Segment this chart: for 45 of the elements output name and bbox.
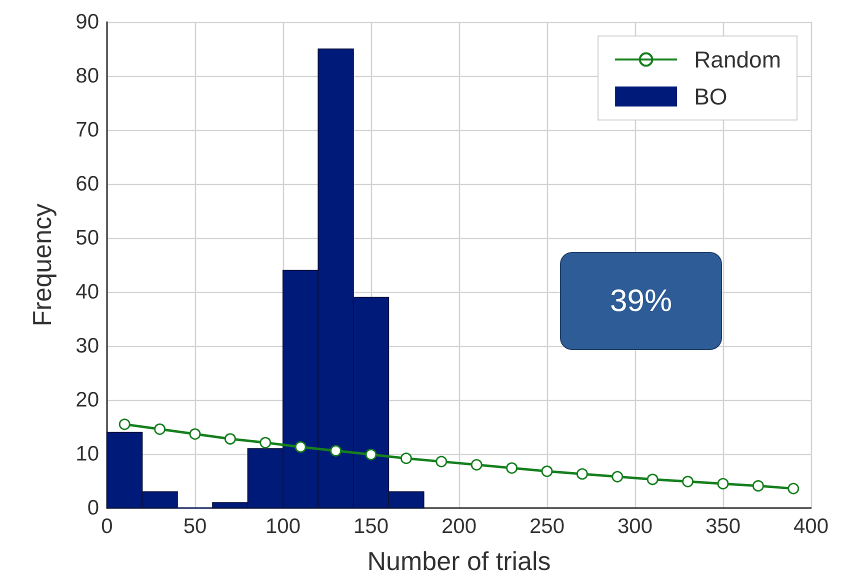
point [788,482,800,494]
point [189,428,201,440]
point [294,441,306,453]
point [576,468,588,480]
point [224,433,236,445]
y-tick-label: 40 [76,280,99,304]
x-tick-label: 150 [353,515,389,538]
point [436,456,448,468]
y-tick-label: 90 [76,10,99,34]
callout-box: 39% [560,252,722,350]
x-tick-label: 350 [705,515,741,538]
y-tick-label: 50 [76,226,99,250]
point [682,476,694,488]
point [646,474,658,486]
y-axis-title: Frequency [27,204,57,326]
x-axis-title: Number of trials [367,546,551,576]
point [154,423,166,435]
point [260,436,272,448]
x-tick-label: 50 [183,515,207,538]
y-tick-label: 70 [76,118,99,142]
point [541,466,553,478]
y-tick-label: 20 [76,388,99,412]
point [506,462,518,474]
x-tick-label: 0 [101,515,113,538]
y-tick-label: 80 [76,64,99,88]
point [365,448,377,460]
x-tick-label: 100 [265,515,301,538]
x-tick-label: 200 [441,515,477,538]
point [330,445,342,457]
legend-label: BO [694,84,728,110]
y-tick-label: 0 [87,496,99,520]
point [752,480,764,492]
point [400,452,412,464]
y-tick-label: 30 [76,334,99,358]
x-tick-label: 400 [793,515,829,538]
legend-label: Random [694,46,781,72]
point [717,478,729,490]
point [118,418,130,430]
x-tick-label: 250 [529,515,565,538]
x-tick-label: 300 [617,515,653,538]
point [612,470,624,482]
annotation: 39% [610,283,672,319]
y-tick-label: 10 [76,442,99,466]
y-tick-label: 60 [76,172,99,196]
point [470,459,482,471]
